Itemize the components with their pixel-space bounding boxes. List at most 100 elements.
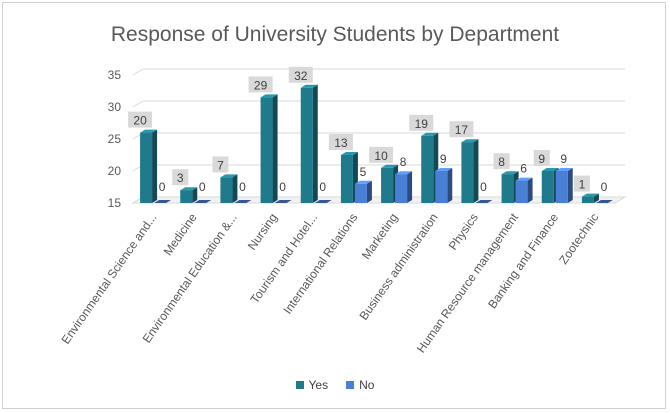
bar-yes-top	[461, 139, 479, 143]
y-tick-label: 35	[108, 68, 122, 82]
bar-yes	[260, 97, 273, 203]
data-label-yes: 19	[415, 117, 429, 131]
data-label-yes-bg	[573, 175, 590, 192]
bar-yes	[541, 171, 554, 203]
bar-no-top	[515, 177, 533, 181]
bar-yes-top	[541, 168, 559, 171]
bar-yes-top	[381, 164, 399, 168]
data-label-no: 0	[279, 180, 286, 194]
gridline-side	[132, 100, 144, 108]
y-tick-label: 15	[108, 196, 122, 210]
data-label-yes: 7	[217, 158, 224, 172]
data-label-yes-bg	[369, 146, 394, 163]
data-label-yes: 9	[538, 152, 545, 166]
bar-no	[595, 200, 613, 203]
bar-no	[395, 174, 408, 203]
data-label-yes-bg	[288, 66, 313, 83]
data-label-yes: 3	[177, 171, 184, 185]
bar-yes	[461, 142, 474, 203]
data-label-yes: 10	[374, 149, 388, 163]
x-tick-label: International Relations	[280, 211, 360, 317]
bar-no-side	[407, 171, 413, 203]
chart-title: Response of University Students by Depar…	[110, 23, 560, 46]
bar-no	[435, 171, 448, 203]
bar-yes-top	[180, 187, 198, 191]
x-tick-label: Nursing	[245, 211, 280, 253]
bar-yes-side	[192, 187, 198, 203]
bar-yes-top	[140, 129, 158, 133]
y-tick-label: 25	[108, 132, 122, 146]
bar-yes	[421, 135, 434, 203]
data-label-yes-bg	[172, 169, 189, 186]
x-tick-label: Marketing	[359, 211, 401, 262]
legend-swatch-yes	[295, 381, 304, 389]
bar-no-side	[567, 168, 573, 203]
data-label-no: 9	[440, 152, 447, 166]
data-label-yes: 8	[498, 155, 505, 169]
data-label-yes-bg	[128, 111, 153, 128]
data-label-yes: 1	[579, 178, 586, 192]
bar-yes-top	[300, 84, 318, 88]
data-label-no: 9	[560, 152, 567, 166]
bar-yes-side	[272, 94, 278, 203]
x-tick-label: Physics	[446, 211, 481, 253]
bar-no	[475, 200, 493, 203]
bar-no	[194, 200, 212, 203]
data-label-no: 0	[480, 180, 487, 194]
data-label-no: 8	[400, 155, 407, 169]
bar-yes-top	[421, 132, 439, 136]
data-label-yes-bg	[449, 121, 474, 138]
bar-yes	[381, 167, 394, 203]
x-tick-label: Banking and Finance	[485, 210, 561, 311]
bar-no	[274, 200, 292, 203]
y-tick-label: 20	[108, 164, 122, 178]
bar-no-top	[354, 180, 372, 184]
bar-yes	[180, 190, 193, 203]
bar-yes	[220, 177, 233, 203]
bar-no	[354, 183, 367, 203]
data-label-no: 0	[199, 180, 206, 194]
legend-swatch-no	[346, 381, 355, 389]
bar-yes-side	[152, 129, 158, 203]
data-label-no: 0	[239, 180, 246, 194]
data-label-no: 0	[319, 180, 326, 194]
data-label-yes-bg	[212, 156, 229, 173]
x-tick-label: Business administration	[357, 211, 441, 323]
x-tick-label: Environmental Science and...	[59, 211, 160, 347]
data-label-yes-bg	[493, 153, 510, 170]
bar-yes-top	[501, 171, 519, 175]
bar-yes-top	[581, 193, 599, 197]
bar-no-side	[527, 177, 533, 203]
data-label-yes: 13	[334, 136, 348, 150]
data-label-no: 0	[159, 180, 166, 194]
bar-yes	[140, 132, 153, 203]
data-label-yes: 17	[455, 123, 469, 137]
bar-yes	[300, 87, 313, 203]
bar-yes	[340, 155, 353, 203]
y-tick-label: 30	[108, 100, 122, 114]
bar-no-top	[435, 168, 453, 171]
legend-label-no: No	[359, 378, 375, 392]
bar-no	[515, 180, 528, 203]
chart-frame: Response of University Students by Depar…	[2, 2, 666, 409]
data-label-no: 6	[520, 162, 527, 176]
x-tick-label: Medicine	[161, 210, 200, 258]
bar-yes-side	[473, 139, 479, 203]
data-label-yes: 20	[133, 114, 147, 128]
gridline-side	[132, 68, 144, 76]
data-label-yes-bg	[533, 150, 550, 166]
bar-no-side	[366, 180, 372, 203]
bar-yes-side	[593, 193, 599, 203]
bar-yes	[581, 196, 594, 203]
legend: Yes No	[3, 378, 667, 392]
legend-item-yes: Yes	[295, 378, 328, 392]
data-label-yes-bg	[248, 76, 273, 93]
bar-yes-top	[340, 152, 358, 155]
data-label-no: 5	[360, 165, 367, 179]
bar-yes-top	[220, 174, 238, 178]
bar-no	[154, 200, 172, 203]
data-label-yes: 32	[294, 69, 308, 83]
x-tick-label: Zootechnic	[556, 211, 601, 267]
bar-yes-side	[232, 174, 238, 203]
data-label-yes-bg	[409, 114, 434, 131]
